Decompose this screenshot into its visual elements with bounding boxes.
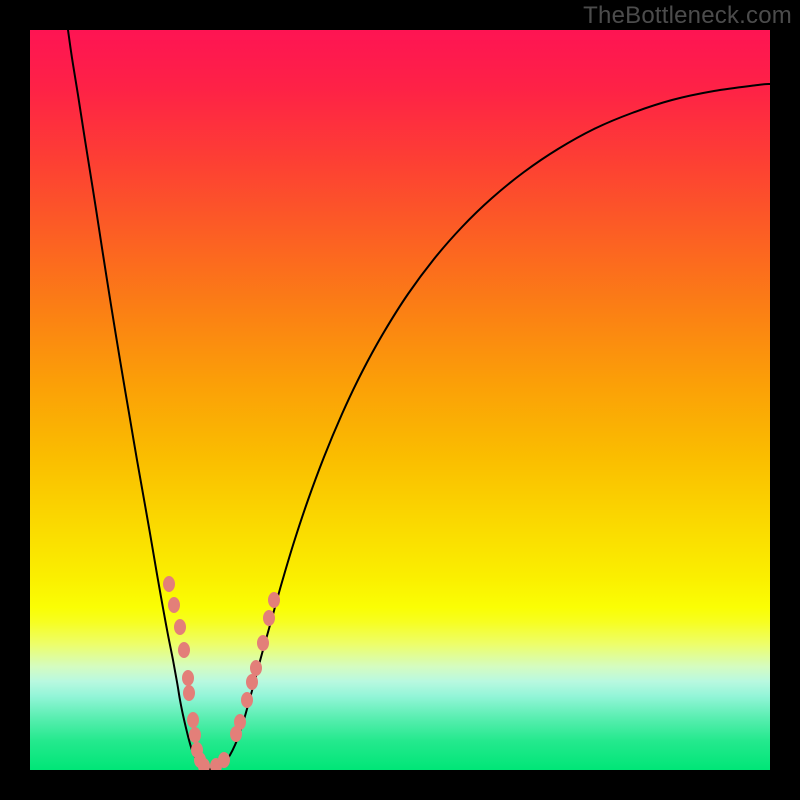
data-marker bbox=[246, 674, 258, 690]
data-marker bbox=[174, 619, 186, 635]
data-marker bbox=[218, 752, 230, 768]
data-marker bbox=[257, 635, 269, 651]
data-marker bbox=[168, 597, 180, 613]
bottleneck-chart bbox=[0, 0, 800, 800]
gradient-background bbox=[30, 30, 770, 770]
data-marker bbox=[189, 727, 201, 743]
data-marker bbox=[187, 712, 199, 728]
chart-container: TheBottleneck.com bbox=[0, 0, 800, 800]
data-marker bbox=[178, 642, 190, 658]
data-marker bbox=[183, 685, 195, 701]
data-marker bbox=[241, 692, 253, 708]
data-marker bbox=[268, 592, 280, 608]
data-marker bbox=[234, 714, 246, 730]
watermark-text: TheBottleneck.com bbox=[583, 2, 792, 30]
data-marker bbox=[182, 670, 194, 686]
data-marker bbox=[163, 576, 175, 592]
data-marker bbox=[263, 610, 275, 626]
data-marker bbox=[250, 660, 262, 676]
